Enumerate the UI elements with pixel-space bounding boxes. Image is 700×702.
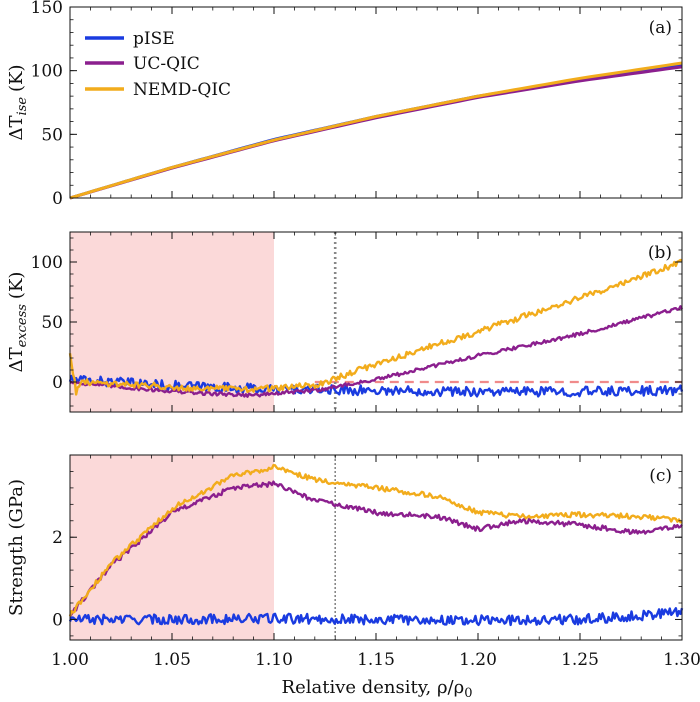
panel-b: 0 50 100 (b) ΔTexcess (K) bbox=[6, 231, 684, 413]
series-line-nemd-qic bbox=[68, 258, 683, 396]
legend-label-uc-qic: UC-QIC bbox=[133, 54, 200, 74]
series-lines bbox=[69, 61, 683, 200]
y-label-sub: excess bbox=[15, 304, 30, 348]
axis-ticks: 0 50 100 bbox=[31, 232, 683, 412]
shaded-region bbox=[70, 455, 274, 640]
y-label-unit: (K) bbox=[6, 272, 27, 300]
panel-tag: (c) bbox=[649, 466, 672, 486]
x-tick-label: 1.15 bbox=[357, 650, 395, 670]
svg-text:ΔTexcess(K): ΔTexcess (K) bbox=[6, 272, 30, 373]
y-label-sub: ise bbox=[15, 97, 30, 116]
y-tick-label: 0 bbox=[52, 373, 63, 393]
svg-text:ΔTise(K): ΔTise (K) bbox=[6, 64, 30, 140]
panel-tag: (b) bbox=[648, 243, 672, 263]
x-tick-label: 1.30 bbox=[663, 650, 700, 670]
y-label-unit: (K) bbox=[6, 64, 27, 92]
series-line-nemd-qic bbox=[69, 61, 683, 200]
x-label-main: Relative density, ρ/ρ bbox=[282, 677, 465, 698]
series-line-uc-qic bbox=[69, 305, 684, 398]
series-lines bbox=[68, 463, 684, 627]
series-line-nemd-qic bbox=[68, 463, 683, 617]
panel-a: 0 50 100 150 (a) ΔTise (K) pISE UC-QIC NEMD-… bbox=[6, 0, 683, 209]
legend-label-nemd-qic: NEMD-QIC bbox=[133, 80, 231, 100]
y-axis-label: Strength (GPa) bbox=[6, 479, 27, 616]
svg-text:Strength (GPa): Strength (GPa) bbox=[6, 479, 27, 616]
y-tick-label: 50 bbox=[41, 125, 63, 145]
axis-ticks: 0 2 1.00 1.05 1.10 1.15 1.20 1.25 1.30 bbox=[51, 454, 700, 670]
series-line-pise bbox=[68, 607, 684, 627]
y-label-main: Strength (GPa) bbox=[6, 479, 27, 616]
y-axis-label: ΔTexcess (K) bbox=[6, 272, 30, 373]
legend-label-pise: pISE bbox=[133, 29, 175, 49]
axis-ticks: 0 50 100 150 bbox=[31, 0, 683, 209]
y-label-main: ΔT bbox=[6, 116, 27, 141]
series-lines bbox=[68, 258, 684, 398]
x-label-sub: 0 bbox=[464, 686, 472, 701]
y-tick-label: 0 bbox=[52, 610, 63, 630]
legend: pISE UC-QIC NEMD-QIC bbox=[85, 29, 231, 100]
x-tick-label: 1.20 bbox=[459, 650, 497, 670]
y-tick-label: 150 bbox=[31, 0, 63, 18]
panel-c: 0 2 1.00 1.05 1.10 1.15 1.20 1.25 1.30 (c) Stren… bbox=[6, 454, 700, 670]
y-axis-label: ΔTise (K) bbox=[6, 64, 30, 140]
y-tick-label: 0 bbox=[52, 189, 63, 209]
x-tick-label: 1.00 bbox=[51, 650, 89, 670]
y-tick-label: 50 bbox=[41, 313, 63, 333]
y-tick-label: 2 bbox=[52, 528, 63, 548]
y-label-main: ΔT bbox=[6, 347, 27, 372]
y-tick-label: 100 bbox=[31, 253, 63, 273]
x-tick-label: 1.25 bbox=[561, 650, 599, 670]
panel-tag: (a) bbox=[649, 18, 672, 38]
x-axis-label: Relative density, ρ/ρ0 bbox=[282, 677, 473, 701]
y-tick-label: 100 bbox=[31, 62, 63, 82]
x-tick-label: 1.05 bbox=[153, 650, 191, 670]
x-tick-label: 1.10 bbox=[255, 650, 293, 670]
